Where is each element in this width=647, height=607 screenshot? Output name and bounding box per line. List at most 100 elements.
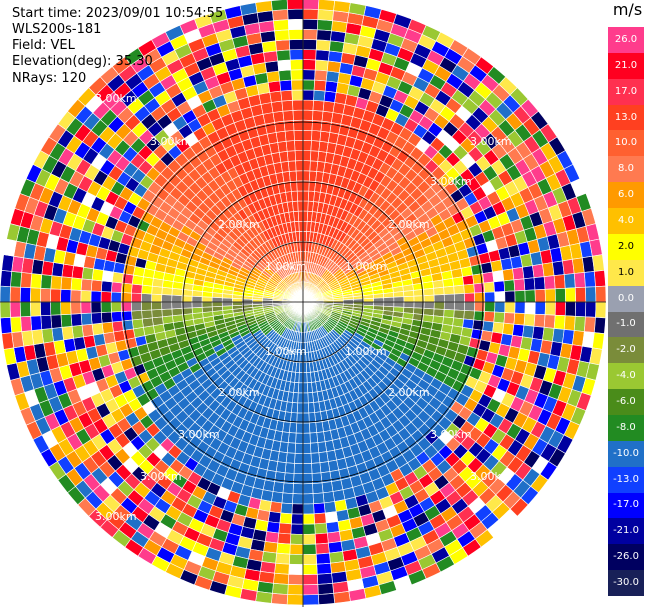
ppi-bin	[512, 323, 525, 338]
ppi-bin	[9, 286, 21, 303]
ppi-bin	[272, 582, 289, 595]
ppi-bin	[583, 271, 596, 288]
ring-label: 2.00km	[388, 218, 430, 231]
ppi-bin	[290, 69, 304, 81]
ppi-bin	[279, 79, 293, 92]
ppi-bin	[20, 315, 33, 332]
ppi-bin	[302, 573, 319, 586]
ppi-bin	[270, 0, 289, 12]
ppi-bin	[290, 523, 304, 535]
ppi-bin	[314, 532, 329, 545]
ppi-bin	[275, 130, 287, 143]
ppi-bin	[504, 301, 516, 314]
ppi-bin	[293, 463, 304, 475]
ppi-bin	[261, 551, 277, 564]
ppi-bin	[583, 316, 596, 333]
ppi-bin	[141, 284, 153, 295]
ppi-bin	[327, 541, 343, 554]
site-label: WLS200s-181	[12, 22, 102, 37]
ppi-bin	[483, 281, 495, 293]
ppi-bin	[595, 301, 606, 319]
ppi-bin	[493, 280, 506, 293]
ppi-bin	[453, 284, 465, 295]
ppi-bin	[91, 268, 104, 282]
ppi-bin	[141, 301, 153, 311]
ppi-bin	[317, 592, 336, 605]
ppi-bin	[312, 492, 325, 505]
ppi-bin	[272, 9, 289, 22]
ppi-bin	[70, 277, 83, 291]
ppi-bin	[288, 28, 304, 41]
colorbar-swatch	[608, 389, 644, 416]
ppi-bin	[287, 8, 304, 20]
ppi-bin	[316, 562, 332, 575]
ppi-bin	[323, 90, 337, 103]
ppi-bin	[270, 592, 289, 605]
ppi-bin	[317, 441, 328, 454]
ppi-bin	[287, 584, 304, 596]
ppi-bin	[60, 288, 72, 303]
ppi-bin	[263, 50, 279, 63]
colorbar-tick-label: 0.0	[618, 292, 634, 304]
ppi-bin	[462, 274, 475, 286]
ppi-bin	[302, 140, 312, 152]
ppi-bin	[274, 562, 290, 575]
ring-label: 3.00km	[470, 470, 512, 483]
ppi-bin	[452, 276, 465, 287]
ppi-bin	[286, 594, 304, 606]
ppi-bin	[312, 99, 325, 112]
ppi-bin	[553, 274, 566, 290]
ppi-bin	[263, 541, 279, 554]
ppi-bin	[277, 140, 288, 153]
ppi-bin	[464, 292, 476, 303]
ppi-bin	[514, 290, 526, 303]
ppi-bin	[292, 483, 304, 495]
ppi-bin	[51, 326, 64, 342]
ppi-bin	[298, 220, 304, 232]
ppi-bin	[544, 301, 556, 316]
ppi-bin	[294, 140, 304, 152]
ppi-bin	[322, 100, 335, 113]
ppi-bin	[523, 313, 536, 327]
ppi-bin	[484, 301, 496, 313]
ppi-bin	[291, 513, 304, 525]
ppi-bin	[310, 442, 320, 454]
ppi-bin	[524, 289, 536, 303]
ppi-bin	[307, 402, 315, 414]
ppi-bin	[101, 270, 114, 283]
ppi-bin	[172, 314, 184, 323]
ppi-bin	[297, 210, 304, 222]
ppi-bin	[523, 277, 536, 291]
ppi-bin	[269, 501, 283, 514]
ppi-bin	[313, 512, 327, 525]
colorbar-swatch	[608, 466, 644, 494]
ppi-bin	[191, 301, 203, 309]
ppi-bin	[482, 271, 495, 284]
ppi-bin	[327, 50, 343, 63]
ppi-bin	[71, 324, 84, 339]
ppi-bin	[70, 301, 82, 315]
ppi-bin	[443, 309, 455, 319]
ppi-bin	[191, 306, 203, 314]
ppi-bin	[130, 301, 142, 312]
ppi-bin	[294, 150, 304, 162]
ppi-bin	[284, 130, 295, 142]
ppi-bin	[333, 590, 351, 604]
ppi-bin	[313, 79, 327, 92]
ppi-bin	[321, 110, 334, 123]
ppi-bin	[271, 491, 284, 504]
colorbar-swatch	[608, 52, 644, 80]
ppi-bin	[317, 582, 334, 595]
ppi-bin	[296, 190, 304, 202]
ppi-bin	[433, 286, 445, 296]
colorbar-tick-label: 6.0	[618, 189, 634, 201]
ppi-bin	[100, 301, 112, 313]
ppi-bin	[463, 310, 475, 321]
ppi-bin	[464, 301, 476, 312]
ppi-bin	[503, 312, 516, 325]
ppi-bin	[291, 89, 304, 101]
ppi-bin	[302, 553, 318, 565]
colorbar-swatch	[608, 233, 644, 261]
ppi-bin	[1, 254, 15, 272]
ppi-bin	[574, 286, 587, 303]
